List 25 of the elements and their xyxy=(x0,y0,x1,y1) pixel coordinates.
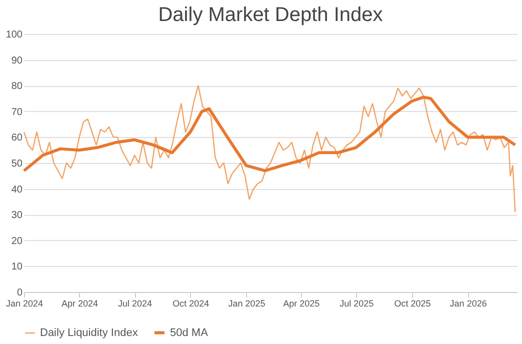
y-tick-label: 10 xyxy=(11,262,23,273)
line-series xyxy=(22,96,517,172)
y-tick-label: 90 xyxy=(11,55,23,66)
x-tick-label: Oct 2024 xyxy=(172,298,210,308)
x-tick-label: Jul 2025 xyxy=(340,298,374,308)
y-tick-label: 100 xyxy=(6,30,23,40)
x-tick-label: Apr 2024 xyxy=(61,298,98,308)
y-tick-label: 20 xyxy=(11,236,23,247)
x-tick-label: Jan 2024 xyxy=(6,298,44,308)
y-tick-label: 50 xyxy=(11,158,23,170)
y-tick-label: 80 xyxy=(11,81,23,92)
y-tick-label: 0 xyxy=(16,288,23,298)
x-tick-label: Jan 2025 xyxy=(228,298,266,308)
y-tick-label: 60 xyxy=(11,132,23,144)
x-tick-label: Oct 2025 xyxy=(394,298,431,308)
chart-title: Daily Market Depth Index xyxy=(158,4,383,26)
line-series xyxy=(23,85,516,213)
x-tick-label: Apr 2025 xyxy=(283,298,320,308)
legend-label: 50d MA xyxy=(170,326,209,339)
y-tick-label: 30 xyxy=(11,210,23,222)
legend-label: Daily Liquidity Index xyxy=(40,327,138,339)
y-tick-label: 40 xyxy=(11,184,23,196)
x-tick-label: Jul 2024 xyxy=(118,298,152,308)
y-tick-label: 70 xyxy=(11,106,23,118)
x-tick-label: Jan 2026 xyxy=(450,298,487,308)
